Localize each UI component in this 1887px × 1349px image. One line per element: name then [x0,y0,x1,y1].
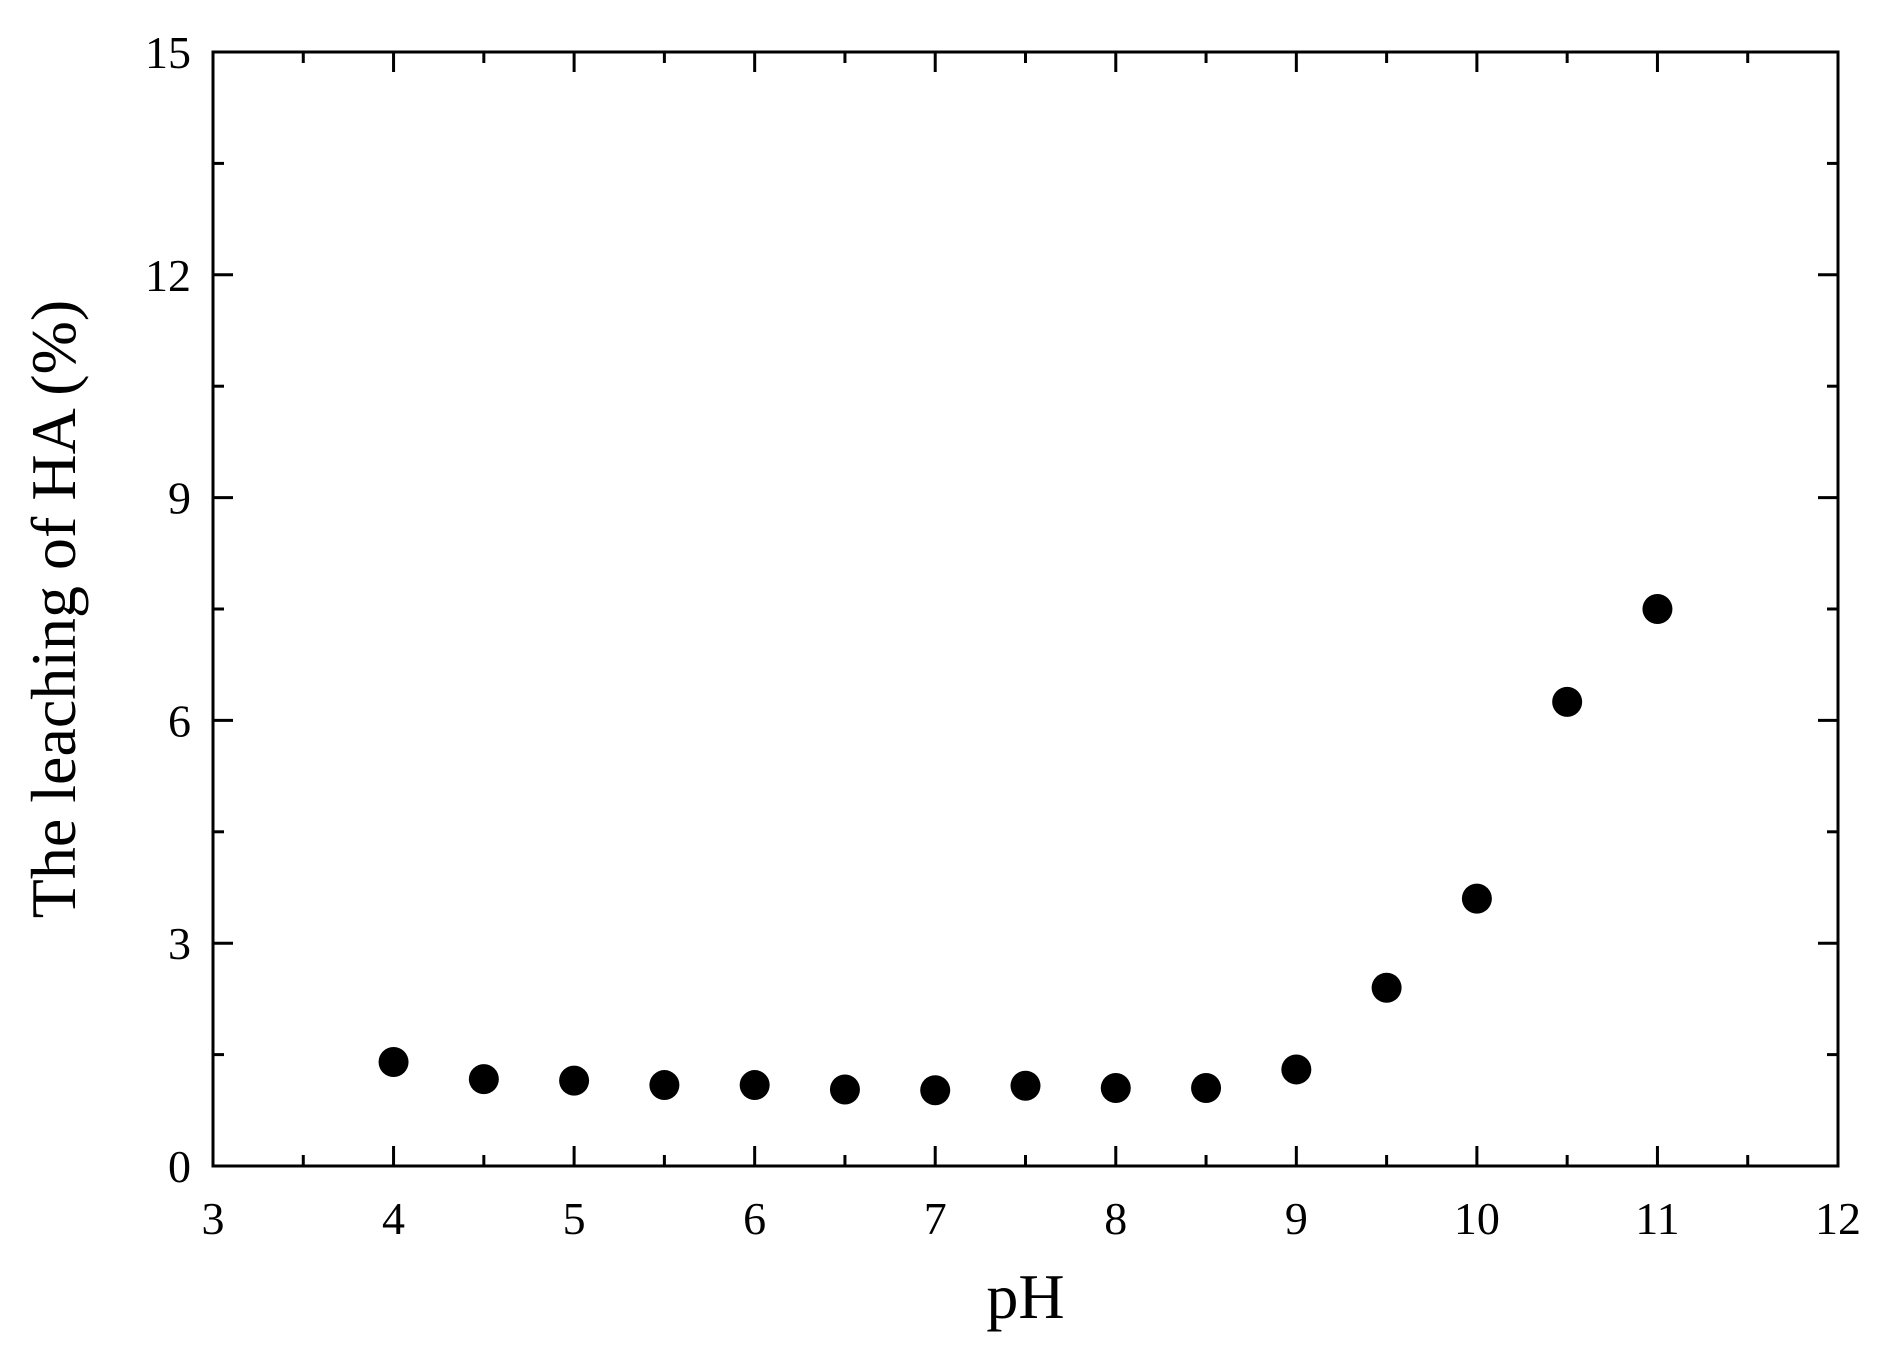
x-tick-label: 9 [1285,1193,1308,1244]
y-tick-label: 3 [168,918,191,969]
data-point [559,1065,590,1096]
data-point [1191,1073,1222,1104]
y-tick-label: 6 [168,695,191,746]
x-tick-label: 3 [202,1193,225,1244]
data-point [1371,972,1402,1003]
x-tick-label: 8 [1104,1193,1127,1244]
data-point [1010,1070,1041,1101]
y-tick-label: 0 [168,1141,191,1192]
data-point [1281,1054,1312,1085]
x-tick-label: 6 [743,1193,766,1244]
x-axis-title: pH [986,1261,1064,1332]
data-point [468,1064,499,1095]
data-point [920,1075,951,1106]
x-tick-label: 12 [1815,1193,1861,1244]
x-tick-label: 10 [1454,1193,1500,1244]
plot-frame [211,50,1840,1168]
y-tick-label: 9 [168,473,191,524]
x-tick-label: 5 [563,1193,586,1244]
data-point [1461,883,1492,914]
data-point [1100,1073,1131,1104]
y-tick-label: 15 [145,27,191,78]
data-point [739,1070,770,1101]
x-tick-label: 4 [382,1193,405,1244]
data-point [829,1074,860,1105]
data-points [378,594,1673,1106]
x-tick-label: 7 [924,1193,947,1244]
data-point [1552,686,1583,717]
y-tick-labels: 0 3 6 9 12 15 [145,27,191,1192]
y-axis-title: The leaching of HA (%) [18,300,89,918]
data-point [649,1070,680,1101]
x-tick-label: 11 [1635,1193,1679,1244]
data-point [1642,594,1673,624]
data-point [378,1047,409,1078]
x-tick-labels: 3 4 5 6 7 8 9 10 11 12 [202,1193,1862,1244]
y-tick-label: 12 [145,250,191,301]
